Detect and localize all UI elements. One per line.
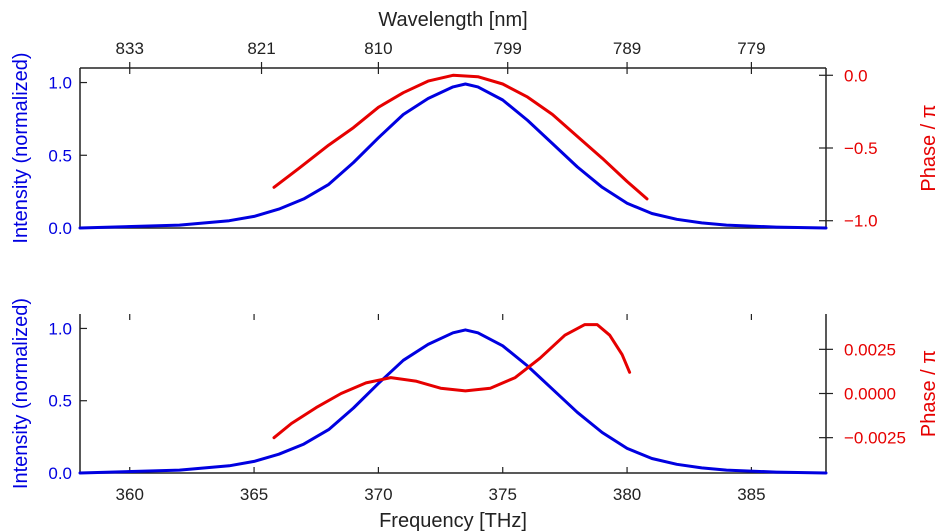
- right-y-axis-label: Phase / π: [918, 104, 940, 191]
- top-x-tick-label: 833: [116, 39, 144, 58]
- x-tick-label: 370: [364, 485, 392, 504]
- left-y-tick-label: 1.0: [48, 319, 72, 338]
- left-y-axis-label: Intensity (normalized): [10, 52, 32, 243]
- left-y-tick-label: 0.0: [48, 464, 72, 483]
- x-tick-label: 360: [116, 485, 144, 504]
- x-axis-label: Frequency [THz]: [379, 510, 527, 531]
- intensity-line: [78, 328, 828, 475]
- right-y-axis-label: Phase / π: [918, 350, 940, 437]
- left-y-tick-label: 1.0: [48, 74, 72, 93]
- right-y-tick-label: 0.0025: [844, 340, 896, 359]
- right-y-tick-label: −0.5: [844, 139, 878, 158]
- left-y-tick-label: 0.5: [48, 146, 72, 165]
- right-y-tick-label: −0.0025: [844, 429, 906, 448]
- top-x-tick-label: 810: [364, 39, 392, 58]
- top-x-tick-label: 779: [737, 39, 765, 58]
- intensity-line: [78, 82, 828, 230]
- x-tick-label: 375: [489, 485, 517, 504]
- x-tick-label: 380: [613, 485, 641, 504]
- right-y-tick-label: 0.0: [844, 66, 868, 85]
- right-y-tick-label: −1.0: [844, 212, 878, 231]
- top-x-tick-label: 789: [613, 39, 641, 58]
- x-tick-label: 365: [240, 485, 268, 504]
- top-x-tick-label: 799: [494, 39, 522, 58]
- left-y-tick-label: 0.5: [48, 392, 72, 411]
- x-tick-label: 385: [737, 485, 765, 504]
- phase-line: [272, 323, 632, 440]
- phase-line: [272, 73, 649, 201]
- left-y-axis-label: Intensity (normalized): [10, 298, 32, 489]
- right-y-tick-label: 0.0000: [844, 385, 896, 404]
- top-x-axis-label: Wavelength [nm]: [378, 9, 527, 31]
- left-y-tick-label: 0.0: [48, 219, 72, 238]
- top-x-tick-label: 821: [247, 39, 275, 58]
